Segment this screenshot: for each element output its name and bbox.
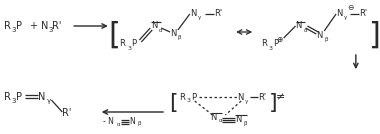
Text: R: R <box>120 40 125 49</box>
Text: γ: γ <box>46 98 51 104</box>
Text: 3: 3 <box>48 27 53 33</box>
Text: +: + <box>28 21 36 31</box>
Text: P: P <box>273 40 278 49</box>
Text: 3: 3 <box>187 98 191 103</box>
Text: 3: 3 <box>269 46 273 51</box>
Text: α: α <box>159 27 163 33</box>
Text: ⊕: ⊕ <box>277 34 283 44</box>
Text: R: R <box>261 40 267 49</box>
Text: N: N <box>170 29 176 38</box>
Text: α: α <box>117 122 120 126</box>
Text: R': R' <box>62 108 72 118</box>
Text: [: [ <box>169 93 177 113</box>
Text: R': R' <box>214 10 223 18</box>
Text: P: P <box>16 92 22 102</box>
Text: [: [ <box>109 21 120 49</box>
Text: N: N <box>41 21 48 31</box>
Text: N: N <box>296 21 302 31</box>
Text: R: R <box>4 92 11 102</box>
Text: N: N <box>211 113 217 122</box>
Text: N: N <box>235 114 242 124</box>
Text: ]: ] <box>368 21 380 49</box>
Text: N: N <box>316 31 323 40</box>
Text: - N: - N <box>103 116 114 126</box>
Text: N: N <box>237 92 244 101</box>
Text: R': R' <box>359 10 367 18</box>
Text: R: R <box>179 92 185 101</box>
Text: R': R' <box>52 21 62 31</box>
Text: 3: 3 <box>128 46 131 51</box>
Text: N: N <box>190 8 196 18</box>
Text: ⊖: ⊖ <box>348 3 354 12</box>
Text: P: P <box>16 21 22 31</box>
Text: γ: γ <box>198 14 201 20</box>
Text: N: N <box>336 8 342 18</box>
Text: α: α <box>218 118 222 124</box>
Text: γ: γ <box>245 98 249 103</box>
Text: α: α <box>304 27 307 33</box>
Text: N: N <box>151 21 158 31</box>
Text: N: N <box>38 92 45 102</box>
Text: β: β <box>243 120 247 126</box>
Text: R: R <box>4 21 11 31</box>
Text: 3: 3 <box>12 27 16 33</box>
Text: P: P <box>131 40 136 49</box>
Text: ]: ] <box>269 93 277 113</box>
Text: N: N <box>130 116 135 126</box>
Text: P: P <box>191 92 196 101</box>
Text: γ: γ <box>344 14 347 20</box>
Text: R': R' <box>258 92 266 101</box>
Text: β: β <box>178 36 181 40</box>
Text: β: β <box>324 36 328 42</box>
Text: ≠: ≠ <box>276 92 285 102</box>
Text: 3: 3 <box>12 98 16 104</box>
Text: β: β <box>138 122 141 126</box>
